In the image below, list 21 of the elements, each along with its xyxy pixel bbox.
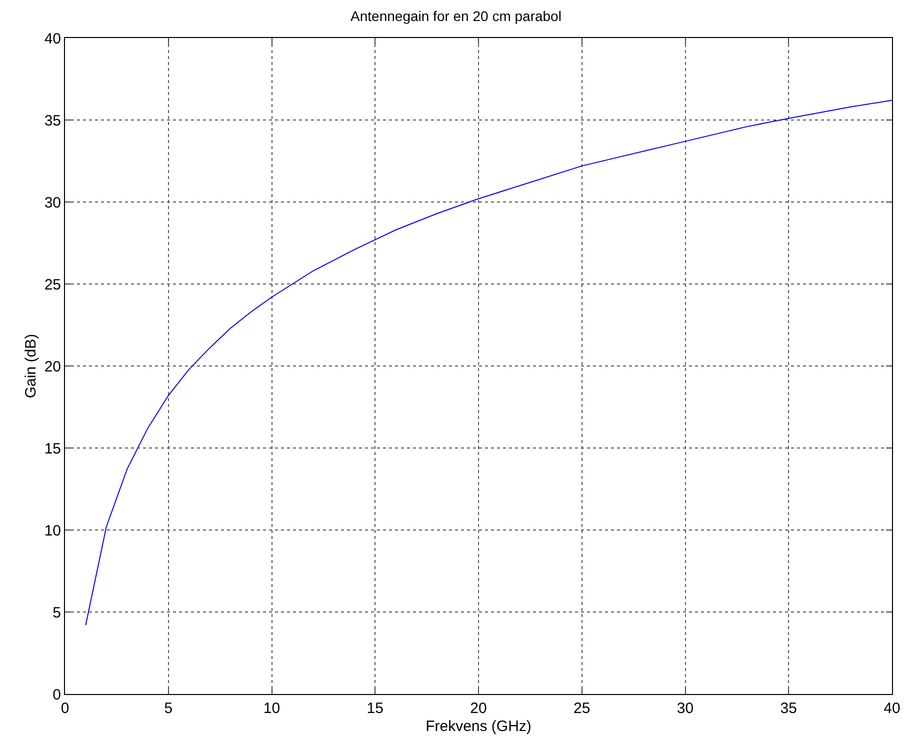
y-tick-label: 40 — [44, 30, 61, 48]
y-tick-label: 30 — [44, 194, 61, 212]
x-tick-label: 10 — [263, 700, 280, 717]
x-tick-label: 40 — [884, 700, 900, 717]
x-tick-label: 35 — [780, 700, 797, 717]
x-axis-title: Frekvens (GHz) — [426, 718, 532, 735]
y-tick-label: 15 — [44, 440, 61, 458]
y-tick-label: 10 — [44, 522, 61, 540]
x-tick-label: 25 — [574, 700, 590, 717]
y-tick-label: 20 — [44, 358, 61, 376]
y-tick-label: 25 — [44, 276, 61, 294]
chart-title: Antennegain for en 20 cm parabol — [350, 8, 562, 24]
x-tick-label: 30 — [676, 700, 694, 717]
x-tick-label: 5 — [164, 700, 173, 717]
y-tick-label: 35 — [44, 112, 61, 130]
x-tick-label: 20 — [470, 700, 487, 717]
x-tick-label: 15 — [366, 700, 384, 717]
y-tick-label: 0 — [52, 686, 61, 704]
y-axis-title: Gain (dB) — [22, 334, 40, 398]
y-tick-label: 5 — [52, 604, 61, 622]
line-series — [85, 100, 892, 626]
